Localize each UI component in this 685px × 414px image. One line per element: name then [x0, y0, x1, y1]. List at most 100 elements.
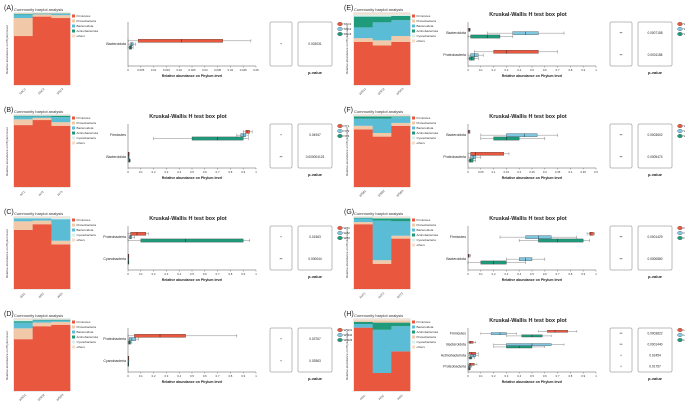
community-ylabel: Relative abundance on Phylum level — [5, 229, 9, 278]
community-title: Community barplot analysis — [14, 211, 63, 216]
stack-segment — [51, 217, 70, 218]
group-swatch — [338, 22, 343, 26]
box — [129, 338, 135, 341]
x-tick-label: 0.8 — [568, 68, 572, 72]
legend-label: Firmicutes — [77, 218, 91, 222]
x-tick-label: 0.8 — [228, 374, 232, 378]
stack-segment — [354, 116, 373, 118]
stack-segment — [51, 325, 70, 391]
x-tick-label: 0.9 — [241, 272, 245, 276]
x-tick-label: 0.2 — [492, 68, 496, 72]
star-panel — [610, 22, 632, 66]
stack-segment — [373, 116, 392, 117]
significance-star: ** — [279, 155, 283, 160]
group-swatch — [678, 236, 683, 240]
panel-label: (G) — [344, 209, 354, 216]
stack-segment — [373, 264, 392, 289]
community-ylabel: Relative abundance on Phylum level — [5, 331, 9, 380]
pvalue-header: p-value — [308, 70, 323, 75]
legend-label: Firmicutes — [417, 218, 431, 222]
x-tick-label: 0.035 — [214, 68, 221, 72]
group-swatch — [338, 32, 343, 36]
stack-segment — [33, 116, 52, 117]
group-swatch — [678, 32, 683, 36]
stack-segment — [33, 218, 52, 219]
legend-swatch — [72, 132, 75, 135]
stack-segment — [33, 14, 52, 16]
legend-swatch — [72, 25, 75, 28]
legend-label: Cyanobacteria — [77, 340, 97, 344]
x-tick-label: 0.7 — [556, 374, 560, 378]
legend-swatch — [72, 331, 75, 334]
pvalue-panel — [638, 22, 672, 66]
stack-segment — [14, 36, 33, 85]
legend-label: Proteobacteria — [77, 121, 97, 125]
pvalue: 0.0000880 — [647, 257, 662, 261]
phylum-label: Bacteroidota — [106, 155, 126, 159]
stack-segment — [354, 17, 373, 28]
kw-xlabel: Relative abundance on Phylum level — [502, 380, 563, 384]
x-tick-label: 0 — [127, 272, 129, 276]
pvalue-header: p-value — [648, 172, 663, 177]
significance-star: * — [280, 235, 282, 240]
community-ylabel: Relative abundance on Phylum level — [345, 331, 349, 380]
community-ylabel: Relative abundance on Phylum level — [345, 25, 349, 74]
legend-label: Cyanobacteria — [417, 238, 437, 242]
sample-label: WZ3 — [56, 291, 64, 299]
stack-segment — [354, 42, 373, 85]
x-tick-label: 0.5 — [530, 374, 534, 378]
x-tick-label: 0.9 — [241, 374, 245, 378]
legend-label: Actinobacteriota — [417, 330, 439, 334]
x-tick-label: 0.4 — [177, 170, 181, 174]
legend-swatch — [412, 15, 415, 18]
phylum-label: Cyanobacteria — [103, 359, 126, 363]
x-tick-label: 1 — [595, 68, 597, 72]
legend-label: Cyanobacteria — [77, 136, 97, 140]
x-tick-label: 0.2 — [152, 374, 156, 378]
stack-segment — [373, 373, 392, 391]
stack-segment — [391, 20, 410, 36]
pvalue-panel — [638, 124, 672, 168]
stack-segment — [391, 116, 410, 117]
stack-segment — [373, 133, 392, 137]
stack-segment — [33, 221, 52, 225]
panel-label: (D) — [4, 311, 14, 318]
box — [469, 363, 474, 365]
stack-segment — [391, 351, 410, 391]
sample-label: WSD1 — [18, 393, 27, 402]
x-tick-label: 0.02 — [176, 68, 182, 72]
stack-segment — [354, 38, 373, 42]
stack-segment — [391, 323, 410, 327]
stack-segment — [354, 129, 373, 187]
stack-segment — [14, 217, 33, 218]
x-tick-label: 0.8 — [228, 272, 232, 276]
legend-swatch — [412, 326, 415, 329]
legend-swatch — [72, 224, 75, 227]
box — [469, 341, 473, 343]
legend-label: others — [417, 141, 426, 145]
significance-star: * — [280, 42, 282, 47]
x-tick-label: 0.6 — [543, 374, 547, 378]
stack-segment — [14, 14, 33, 15]
legend-label: Actinobacteriota — [77, 131, 99, 135]
legend-swatch — [412, 321, 415, 324]
significance-star: ** — [619, 31, 623, 36]
legend-swatch — [412, 132, 415, 135]
group-swatch — [338, 226, 343, 230]
stack-segment — [391, 320, 410, 321]
stack-segment — [51, 14, 70, 15]
box — [141, 239, 243, 242]
legend-label: Firmicutes — [77, 320, 91, 324]
x-tick-label: 1 — [595, 272, 597, 276]
significance-star: * — [280, 337, 282, 342]
significance-star: * — [620, 353, 622, 358]
box — [494, 50, 539, 53]
pvalue: 0.0001158 — [648, 53, 663, 57]
significance-star: ** — [619, 342, 623, 347]
legend-label: Bacteroidota — [77, 228, 94, 232]
stack-segment — [373, 260, 392, 264]
significance-star: ** — [619, 53, 623, 58]
box — [131, 232, 146, 235]
legend-label: Bacteroidota — [77, 330, 94, 334]
